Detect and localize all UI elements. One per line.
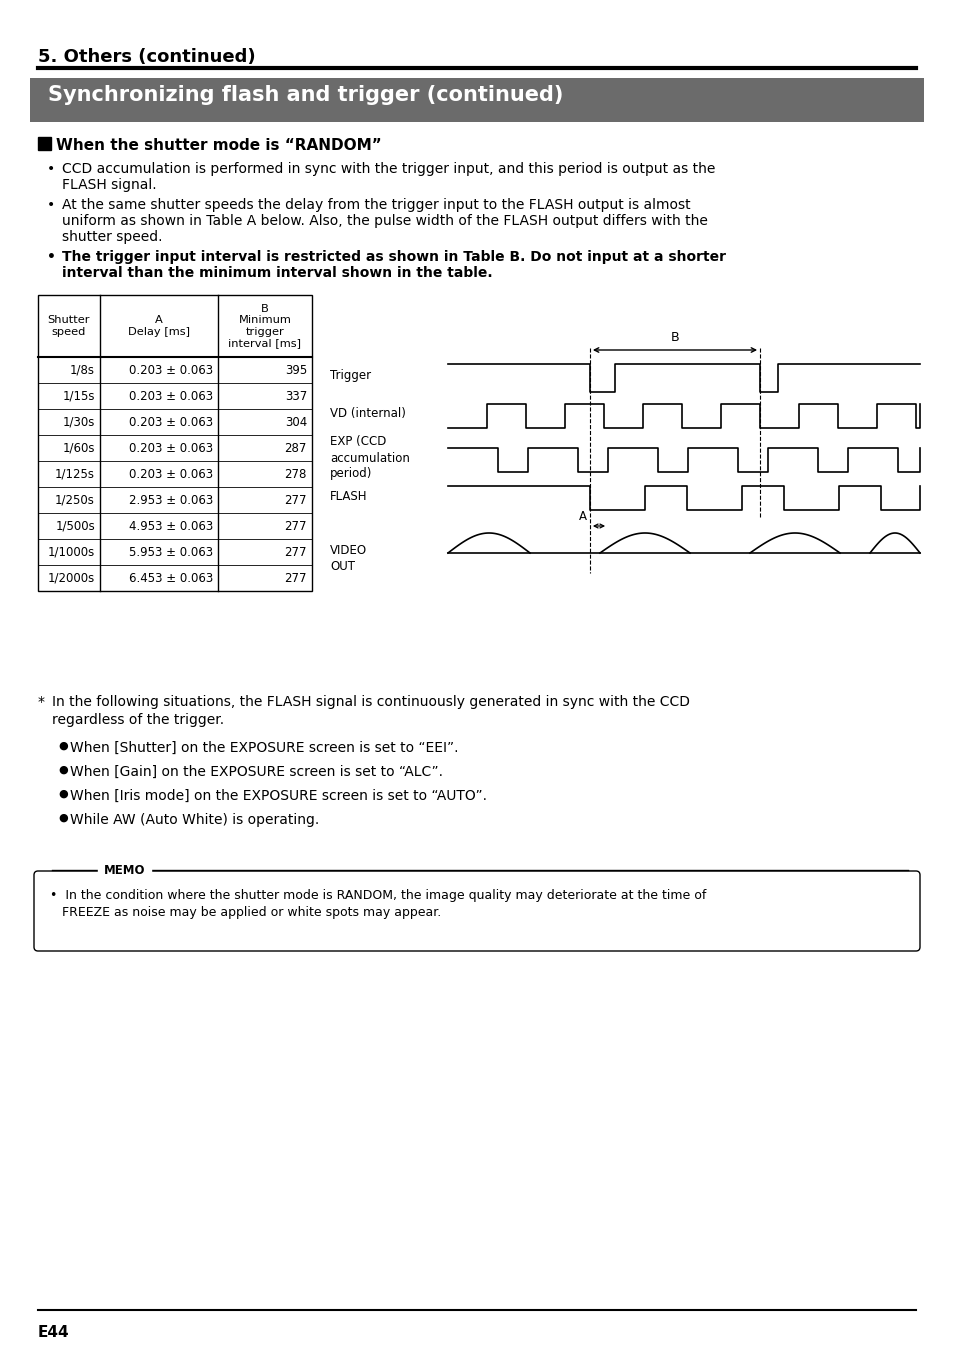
Text: 1/1000s: 1/1000s bbox=[48, 545, 95, 558]
Text: Shutter
speed: Shutter speed bbox=[48, 315, 91, 337]
Text: When the shutter mode is “RANDOM”: When the shutter mode is “RANDOM” bbox=[56, 138, 381, 153]
Text: 1/250s: 1/250s bbox=[55, 493, 95, 507]
Text: E44: E44 bbox=[38, 1325, 70, 1340]
Text: ●: ● bbox=[58, 741, 68, 750]
Text: 277: 277 bbox=[284, 545, 307, 558]
Text: 5. Others (continued): 5. Others (continued) bbox=[38, 49, 255, 66]
Text: ●: ● bbox=[58, 813, 68, 823]
Text: 277: 277 bbox=[284, 519, 307, 533]
FancyBboxPatch shape bbox=[34, 871, 919, 950]
Text: VIDEO
OUT: VIDEO OUT bbox=[330, 544, 367, 572]
Text: 1/125s: 1/125s bbox=[55, 468, 95, 480]
Text: 0.203 ± 0.063: 0.203 ± 0.063 bbox=[129, 442, 213, 454]
Text: 0.203 ± 0.063: 0.203 ± 0.063 bbox=[129, 389, 213, 403]
Text: 278: 278 bbox=[284, 468, 307, 480]
Text: B
Minimum
trigger
interval [ms]: B Minimum trigger interval [ms] bbox=[229, 304, 301, 349]
Text: FLASH: FLASH bbox=[330, 489, 367, 503]
Text: MEMO: MEMO bbox=[104, 864, 146, 876]
Text: •  In the condition where the shutter mode is RANDOM, the image quality may dete: • In the condition where the shutter mod… bbox=[50, 890, 705, 902]
Bar bbox=[38, 137, 51, 150]
Text: When [Iris mode] on the EXPOSURE screen is set to “AUTO”.: When [Iris mode] on the EXPOSURE screen … bbox=[70, 790, 486, 803]
Text: 337: 337 bbox=[284, 389, 307, 403]
Text: VD (internal): VD (internal) bbox=[330, 407, 405, 420]
Text: 287: 287 bbox=[284, 442, 307, 454]
Text: 277: 277 bbox=[284, 572, 307, 584]
Text: •: • bbox=[47, 197, 55, 212]
Text: 1/15s: 1/15s bbox=[63, 389, 95, 403]
Text: 395: 395 bbox=[284, 364, 307, 376]
Text: At the same shutter speeds the delay from the trigger input to the FLASH output : At the same shutter speeds the delay fro… bbox=[62, 197, 707, 245]
Text: 304: 304 bbox=[284, 415, 307, 429]
Text: 1/500s: 1/500s bbox=[55, 519, 95, 533]
Text: 6.453 ± 0.063: 6.453 ± 0.063 bbox=[129, 572, 213, 584]
Text: While AW (Auto White) is operating.: While AW (Auto White) is operating. bbox=[70, 813, 319, 827]
Bar bbox=[38, 295, 312, 591]
Text: The trigger input interval is restricted as shown in Table B. Do not input at a : The trigger input interval is restricted… bbox=[62, 250, 725, 280]
Text: 5.953 ± 0.063: 5.953 ± 0.063 bbox=[129, 545, 213, 558]
Text: •: • bbox=[47, 250, 56, 264]
Text: B: B bbox=[670, 331, 679, 343]
Text: Trigger: Trigger bbox=[330, 369, 371, 383]
Text: Synchronizing flash and trigger (continued): Synchronizing flash and trigger (continu… bbox=[48, 85, 563, 105]
Text: 0.203 ± 0.063: 0.203 ± 0.063 bbox=[129, 364, 213, 376]
Text: 1/30s: 1/30s bbox=[63, 415, 95, 429]
Text: •: • bbox=[47, 162, 55, 176]
Bar bbox=[30, 78, 923, 122]
Text: 0.203 ± 0.063: 0.203 ± 0.063 bbox=[129, 415, 213, 429]
Text: 4.953 ± 0.063: 4.953 ± 0.063 bbox=[129, 519, 213, 533]
Text: 1/8s: 1/8s bbox=[70, 364, 95, 376]
Text: 277: 277 bbox=[284, 493, 307, 507]
Text: 2.953 ± 0.063: 2.953 ± 0.063 bbox=[129, 493, 213, 507]
Text: In the following situations, the FLASH signal is continuously generated in sync : In the following situations, the FLASH s… bbox=[52, 695, 689, 727]
Text: When [Gain] on the EXPOSURE screen is set to “ALC”.: When [Gain] on the EXPOSURE screen is se… bbox=[70, 765, 442, 779]
Text: A: A bbox=[578, 510, 586, 523]
Text: CCD accumulation is performed in sync with the trigger input, and this period is: CCD accumulation is performed in sync wi… bbox=[62, 162, 715, 192]
Text: FREEZE as noise may be applied or white spots may appear.: FREEZE as noise may be applied or white … bbox=[62, 906, 441, 919]
Text: 1/2000s: 1/2000s bbox=[48, 572, 95, 584]
Text: A
Delay [ms]: A Delay [ms] bbox=[128, 315, 190, 337]
Text: 1/60s: 1/60s bbox=[63, 442, 95, 454]
Text: When [Shutter] on the EXPOSURE screen is set to “EEI”.: When [Shutter] on the EXPOSURE screen is… bbox=[70, 741, 458, 754]
Text: *: * bbox=[38, 695, 45, 708]
Text: ●: ● bbox=[58, 765, 68, 775]
Text: 0.203 ± 0.063: 0.203 ± 0.063 bbox=[129, 468, 213, 480]
Text: ●: ● bbox=[58, 790, 68, 799]
Text: EXP (CCD
accumulation
period): EXP (CCD accumulation period) bbox=[330, 435, 410, 480]
